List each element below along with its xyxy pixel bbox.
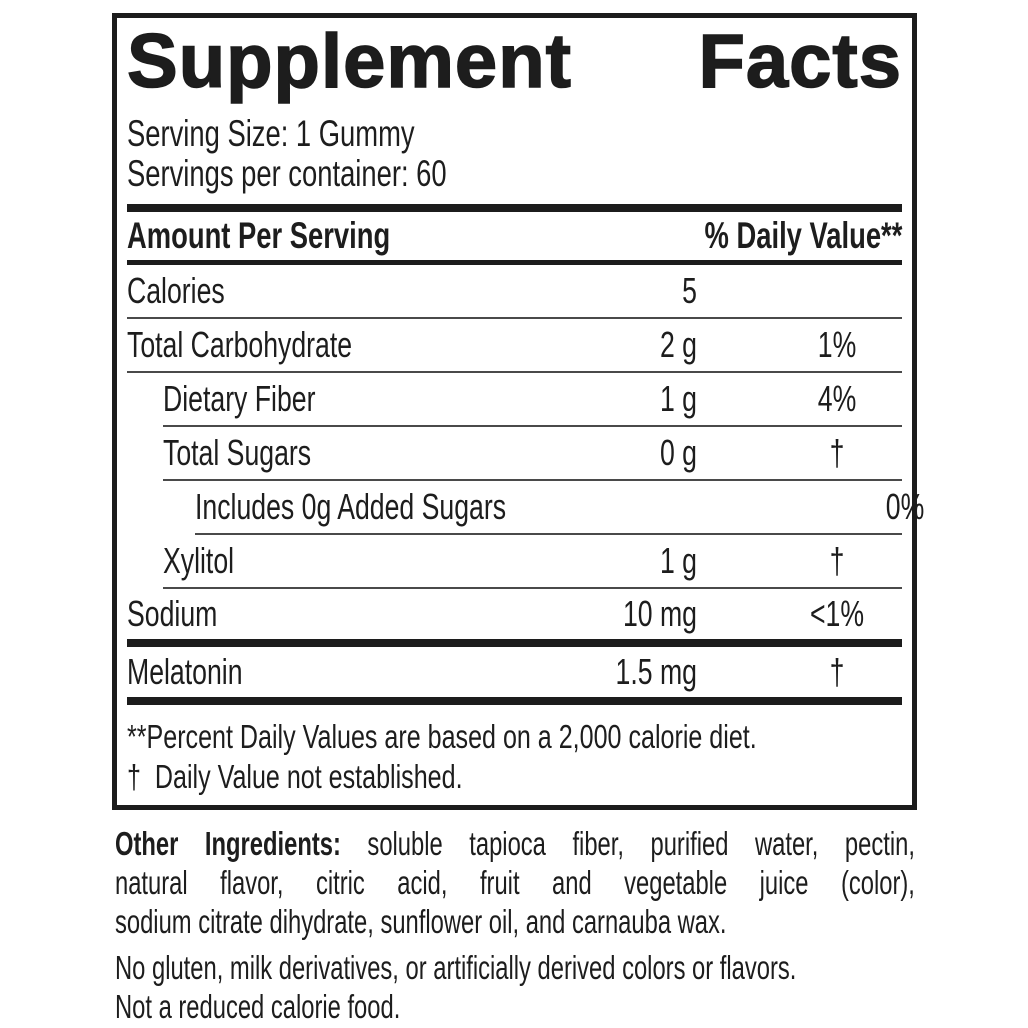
nutrient-daily-value: 1% (817, 324, 857, 365)
divider-heavy-under-header (127, 260, 902, 265)
nutrient-amount: 2 g (659, 324, 697, 365)
nutrient-row: Total Sugars 0 g † (163, 427, 902, 481)
serving-size-line: Serving Size: 1 Gummy (127, 113, 415, 154)
other-ingredients-line-1: Other Ingredients: soluble tapioca fiber… (115, 824, 915, 863)
nutrient-amount: 1.5 mg (615, 651, 697, 692)
nutrient-amount: 1 g (659, 540, 697, 581)
nutrient-name: Sodium (127, 593, 218, 634)
nutrient-row: Includes 0g Added Sugars 0% (195, 481, 925, 535)
nutrient-amount: 1 g (659, 378, 697, 419)
table-header-row: Amount Per Serving % Daily Value** (127, 212, 902, 260)
divider-heavy-top (127, 204, 902, 212)
nutrient-name: Total Carbohydrate (127, 324, 353, 365)
daily-value-header: % Daily Value** (704, 215, 902, 256)
other-ingredients-label: Other Ingredients: (115, 825, 341, 862)
nutrient-name: Xylitol (163, 540, 235, 581)
nutrient-row: Dietary Fiber 1 g 4% (163, 373, 902, 427)
other-ingredients-paragraph: Other Ingredients: soluble tapioca fiber… (115, 824, 915, 941)
nutrient-row: Melatonin 1.5 mg † (127, 647, 902, 705)
nutrient-name: Dietary Fiber (163, 378, 316, 419)
nutrient-name: Includes 0g Added Sugars (195, 486, 507, 527)
nutrient-name: Melatonin (127, 651, 243, 692)
footnotes: **Percent Daily Values are based on a 2,… (127, 705, 902, 797)
nutrient-amount: 0 g (659, 432, 697, 473)
other-ingredients-line-2: natural flavor, citric acid, fruit and v… (115, 864, 915, 901)
nutrient-row: Total Carbohydrate 2 g 1% (127, 319, 902, 373)
nutrient-name: Total Sugars (163, 432, 312, 473)
other-ingredients-line-1-text: soluble tapioca fiber, purified water, p… (340, 825, 915, 862)
claims-paragraph: No gluten, milk derivatives, or artifici… (115, 948, 915, 1026)
footnote-percent-dv: **Percent Daily Values are based on a 2,… (127, 718, 757, 755)
nutrient-daily-value: † (829, 540, 845, 581)
nutrient-daily-value: † (829, 651, 845, 692)
claims-line-2: Not a reduced calorie food. (115, 988, 401, 1025)
nutrient-daily-value: <1% (809, 593, 865, 634)
nutrient-amount: 5 (682, 270, 697, 311)
nutrient-row: Sodium 10 mg <1% (127, 589, 902, 647)
nutrient-row: Xylitol 1 g † (163, 535, 902, 589)
nutrient-daily-value: † (829, 432, 845, 473)
nutrient-rows: Calories 5 Total Carbohydrate 2 g 1% Die… (127, 265, 925, 705)
serving-info: Serving Size: 1 Gummy Servings per conta… (127, 114, 902, 194)
nutrient-amount: 10 mg (622, 593, 697, 634)
nutrient-daily-value: 0% (886, 486, 925, 527)
footnote-dagger: † Daily Value not established. (127, 758, 463, 795)
nutrient-name: Calories (127, 270, 225, 311)
other-ingredients-line-3: sodium citrate dihydrate, sunflower oil,… (115, 903, 727, 940)
servings-per-container-line: Servings per container: 60 (127, 153, 447, 194)
nutrient-row: Calories 5 (127, 265, 902, 319)
panel-title: Supplement Facts (126, 19, 902, 104)
nutrient-daily-value: 4% (817, 378, 857, 419)
claims-line-1: No gluten, milk derivatives, or artifici… (115, 949, 797, 986)
supplement-facts-panel: Supplement Facts Serving Size: 1 Gummy S… (112, 13, 925, 810)
amount-per-serving-header: Amount Per Serving (127, 215, 391, 256)
